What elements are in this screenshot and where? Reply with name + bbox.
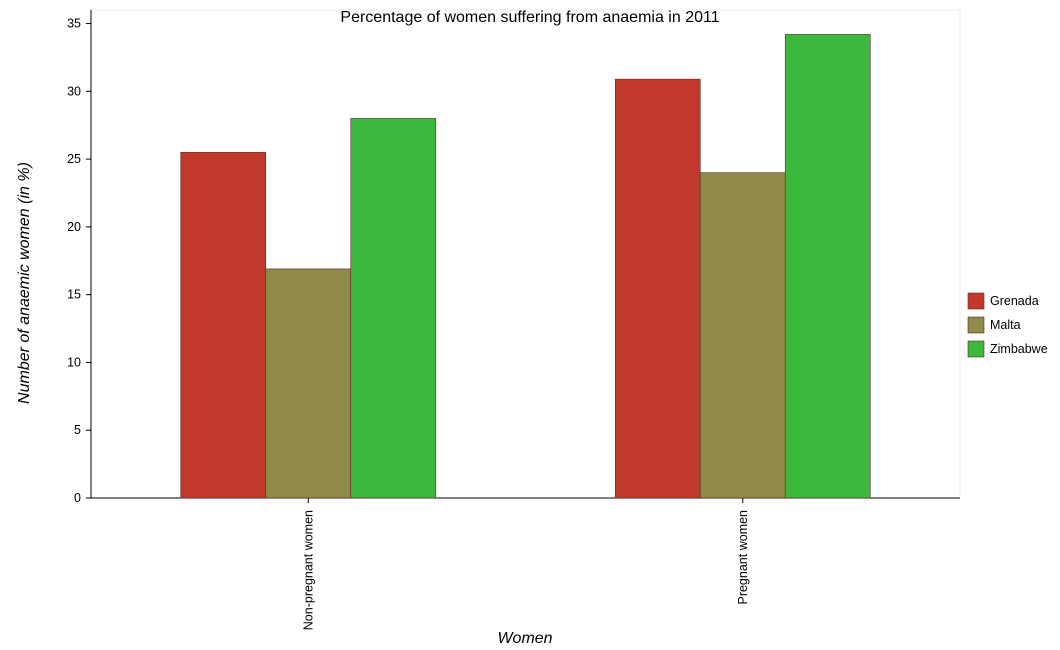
x-axis: Non-pregnant women Pregnant women: [91, 497, 960, 630]
y-tick-label: 0: [74, 491, 81, 505]
bar-malta-pregnant: [699, 172, 786, 499]
bar-zimbabwe-non-pregnant: [350, 118, 437, 499]
y-axis: 0 5 10 15 20 25 30 35: [67, 10, 92, 505]
legend-swatch: [967, 340, 985, 358]
y-tick-label: 5: [74, 423, 81, 437]
bars: [180, 34, 871, 499]
legend-label: Malta: [990, 318, 1021, 332]
legend-label: Zimbabwe: [990, 342, 1048, 356]
chart-title: Percentage of women suffering from anaem…: [340, 9, 719, 26]
legend-swatch: [967, 316, 985, 334]
y-tick-label: 15: [67, 288, 81, 302]
x-tick-label: Pregnant women: [736, 510, 750, 605]
y-tick-label: 10: [67, 355, 81, 369]
bar-zimbabwe-pregnant: [784, 34, 871, 499]
bar-grenada-pregnant: [614, 78, 701, 499]
y-tick-label: 35: [67, 17, 81, 31]
y-tick-label: 30: [67, 84, 81, 98]
y-axis-label: Number of anaemic women (in %): [16, 162, 33, 404]
x-tick-label: Non-pregnant women: [301, 510, 315, 630]
legend-label: Grenada: [990, 294, 1039, 308]
x-axis-label: Women: [497, 630, 552, 647]
legend-swatch: [967, 292, 985, 310]
bar-grenada-non-pregnant: [180, 152, 267, 499]
y-tick-label: 25: [67, 152, 81, 166]
bar-malta-non-pregnant: [265, 268, 352, 499]
y-tick-label: 20: [67, 220, 81, 234]
legend: Grenada Malta Zimbabwe: [967, 292, 1048, 358]
